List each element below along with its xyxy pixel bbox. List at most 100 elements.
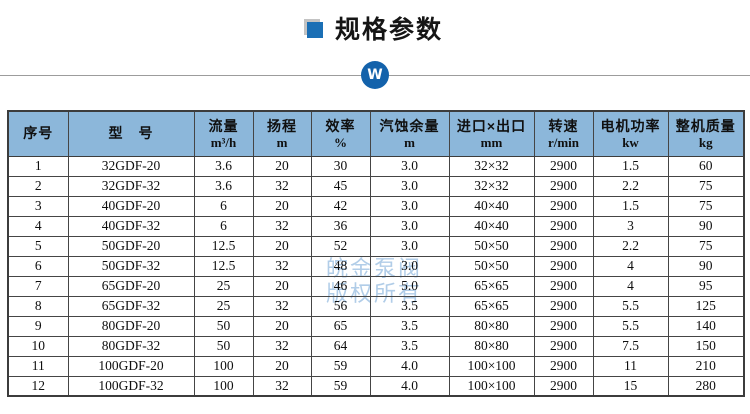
cell: 7.5: [592, 335, 669, 357]
title-bullet-icon: [306, 22, 323, 38]
cell: 3.5: [369, 315, 450, 337]
cell: 52: [310, 235, 371, 257]
column-header: 效率%: [310, 110, 371, 157]
cell: 32: [252, 335, 312, 357]
header-row: 序号型 号流量 m³/h 扬程 m 效率% 汽蚀余量 m 进口×出口 mm 转速 r/min 电机功率…: [7, 110, 745, 157]
cell: 56: [310, 295, 371, 317]
cell: 50×50: [448, 255, 535, 277]
column-label: 序号: [23, 125, 54, 142]
cell: 3.0: [369, 175, 450, 197]
column-label: 扬程: [267, 117, 297, 134]
cell: 59: [310, 355, 371, 377]
cell: 2: [7, 175, 69, 197]
cell: 2900: [533, 275, 594, 297]
column-label: 进口×出口: [456, 117, 527, 134]
cell: 6: [193, 215, 254, 237]
column-unit: m: [276, 134, 288, 150]
cell: 6: [7, 255, 69, 277]
cell: 2900: [533, 155, 594, 177]
cell: 2900: [533, 335, 594, 357]
cell: 32GDF-20: [67, 155, 195, 177]
cell: 8: [7, 295, 69, 317]
cell: 32: [252, 295, 312, 317]
cell: 1: [7, 155, 69, 177]
cell: 20: [252, 155, 312, 177]
cell: 3.0: [369, 195, 450, 217]
cell: 75: [667, 175, 745, 197]
cell: 100GDF-20: [67, 355, 195, 377]
column-label: 汽蚀余量: [379, 117, 440, 134]
cell: 11: [7, 355, 69, 377]
section-title: 规格参数: [0, 15, 750, 45]
cell: 46: [310, 275, 371, 297]
cell: 100: [193, 355, 254, 377]
cell: 25: [193, 275, 254, 297]
cell: 90: [667, 255, 745, 277]
cell: 5.5: [592, 315, 669, 337]
cell: 1.5: [592, 155, 669, 177]
cell: 3.0: [369, 235, 450, 257]
column-header: 电机功率 kw: [592, 110, 669, 157]
cell: 40×40: [448, 195, 535, 217]
cell: 75: [667, 195, 745, 217]
cell: 15: [592, 375, 669, 397]
column-header: 汽蚀余量 m: [369, 110, 450, 157]
table-row: 1 32GDF-20 3.6 20 30 3.0 32×32 2900 1.5 60: [7, 155, 745, 177]
cell: 90: [667, 215, 745, 237]
cell: 4.0: [369, 355, 450, 377]
cell: 2900: [533, 355, 594, 377]
cell: 6: [193, 195, 254, 217]
cell: 32×32: [448, 175, 535, 197]
column-unit: r/min: [547, 134, 580, 150]
cell: 45: [310, 175, 371, 197]
cell: 40GDF-32: [67, 215, 195, 237]
column-label: 流量: [208, 117, 239, 134]
cell: 2900: [533, 175, 594, 197]
cell: 80GDF-20: [67, 315, 195, 337]
cell: 20: [252, 315, 312, 337]
cell: 50×50: [448, 235, 535, 257]
column-label: 效率: [325, 117, 356, 134]
cell: 65GDF-20: [67, 275, 195, 297]
cell: 95: [667, 275, 745, 297]
cell: 3: [592, 215, 669, 237]
table-row: 9 80GDF-20 50 20 65 3.5 80×80 2900 5.5 140: [7, 315, 745, 337]
cell: 32: [252, 175, 312, 197]
cell: 10: [7, 335, 69, 357]
cell: 50GDF-32: [67, 255, 195, 277]
cell: 12: [7, 375, 69, 397]
cell: 20: [252, 195, 312, 217]
cell: 50: [193, 335, 254, 357]
cell: 75: [667, 235, 745, 257]
column-unit: %: [334, 134, 347, 150]
cell: 2900: [533, 295, 594, 317]
cell: 2900: [533, 215, 594, 237]
cell: 4: [592, 275, 669, 297]
table-row: 7 65GDF-20 25 20 46 5.0 65×65 2900 4 95: [7, 275, 745, 297]
table-row: 11 100GDF-20 100 20 59 4.0 100×100 2900 11 210: [7, 355, 745, 377]
column-header: 扬程 m: [252, 110, 312, 157]
cell: 4.0: [369, 375, 450, 397]
cell: 30: [310, 155, 371, 177]
cell: 9: [7, 315, 69, 337]
cell: 2.2: [592, 175, 669, 197]
table-row: 2 32GDF-32 3.6 32 45 3.0 32×32 2900 2.2 75: [7, 175, 745, 197]
cell: 125: [667, 295, 745, 317]
cell: 2900: [533, 315, 594, 337]
cell: 3.6: [193, 175, 254, 197]
table-row: 6 50GDF-32 12.5 32 48 3.0 50×50 2900 4 90: [7, 255, 745, 277]
table-row: 10 80GDF-32 50 32 64 3.5 80×80 2900 7.5 150: [7, 335, 745, 357]
cell: 5.5: [592, 295, 669, 317]
cell: 32GDF-32: [67, 175, 195, 197]
cell: 3.0: [369, 155, 450, 177]
cell: 80GDF-32: [67, 335, 195, 357]
cell: 3: [7, 195, 69, 217]
column-header: 转速 r/min: [533, 110, 594, 157]
table-row: 4 40GDF-32 6 32 36 3.0 40×40 2900 3 90: [7, 215, 745, 237]
table-row: 3 40GDF-20 6 20 42 3.0 40×40 2900 1.5 75: [7, 195, 745, 217]
cell: 65×65: [448, 295, 535, 317]
cell: 32: [252, 215, 312, 237]
cell: 3.0: [369, 255, 450, 277]
cell: 25: [193, 295, 254, 317]
spec-table: 序号型 号流量 m³/h 扬程 m 效率% 汽蚀余量 m 进口×出口 mm 转速 r/min 电机功率…: [7, 110, 745, 397]
